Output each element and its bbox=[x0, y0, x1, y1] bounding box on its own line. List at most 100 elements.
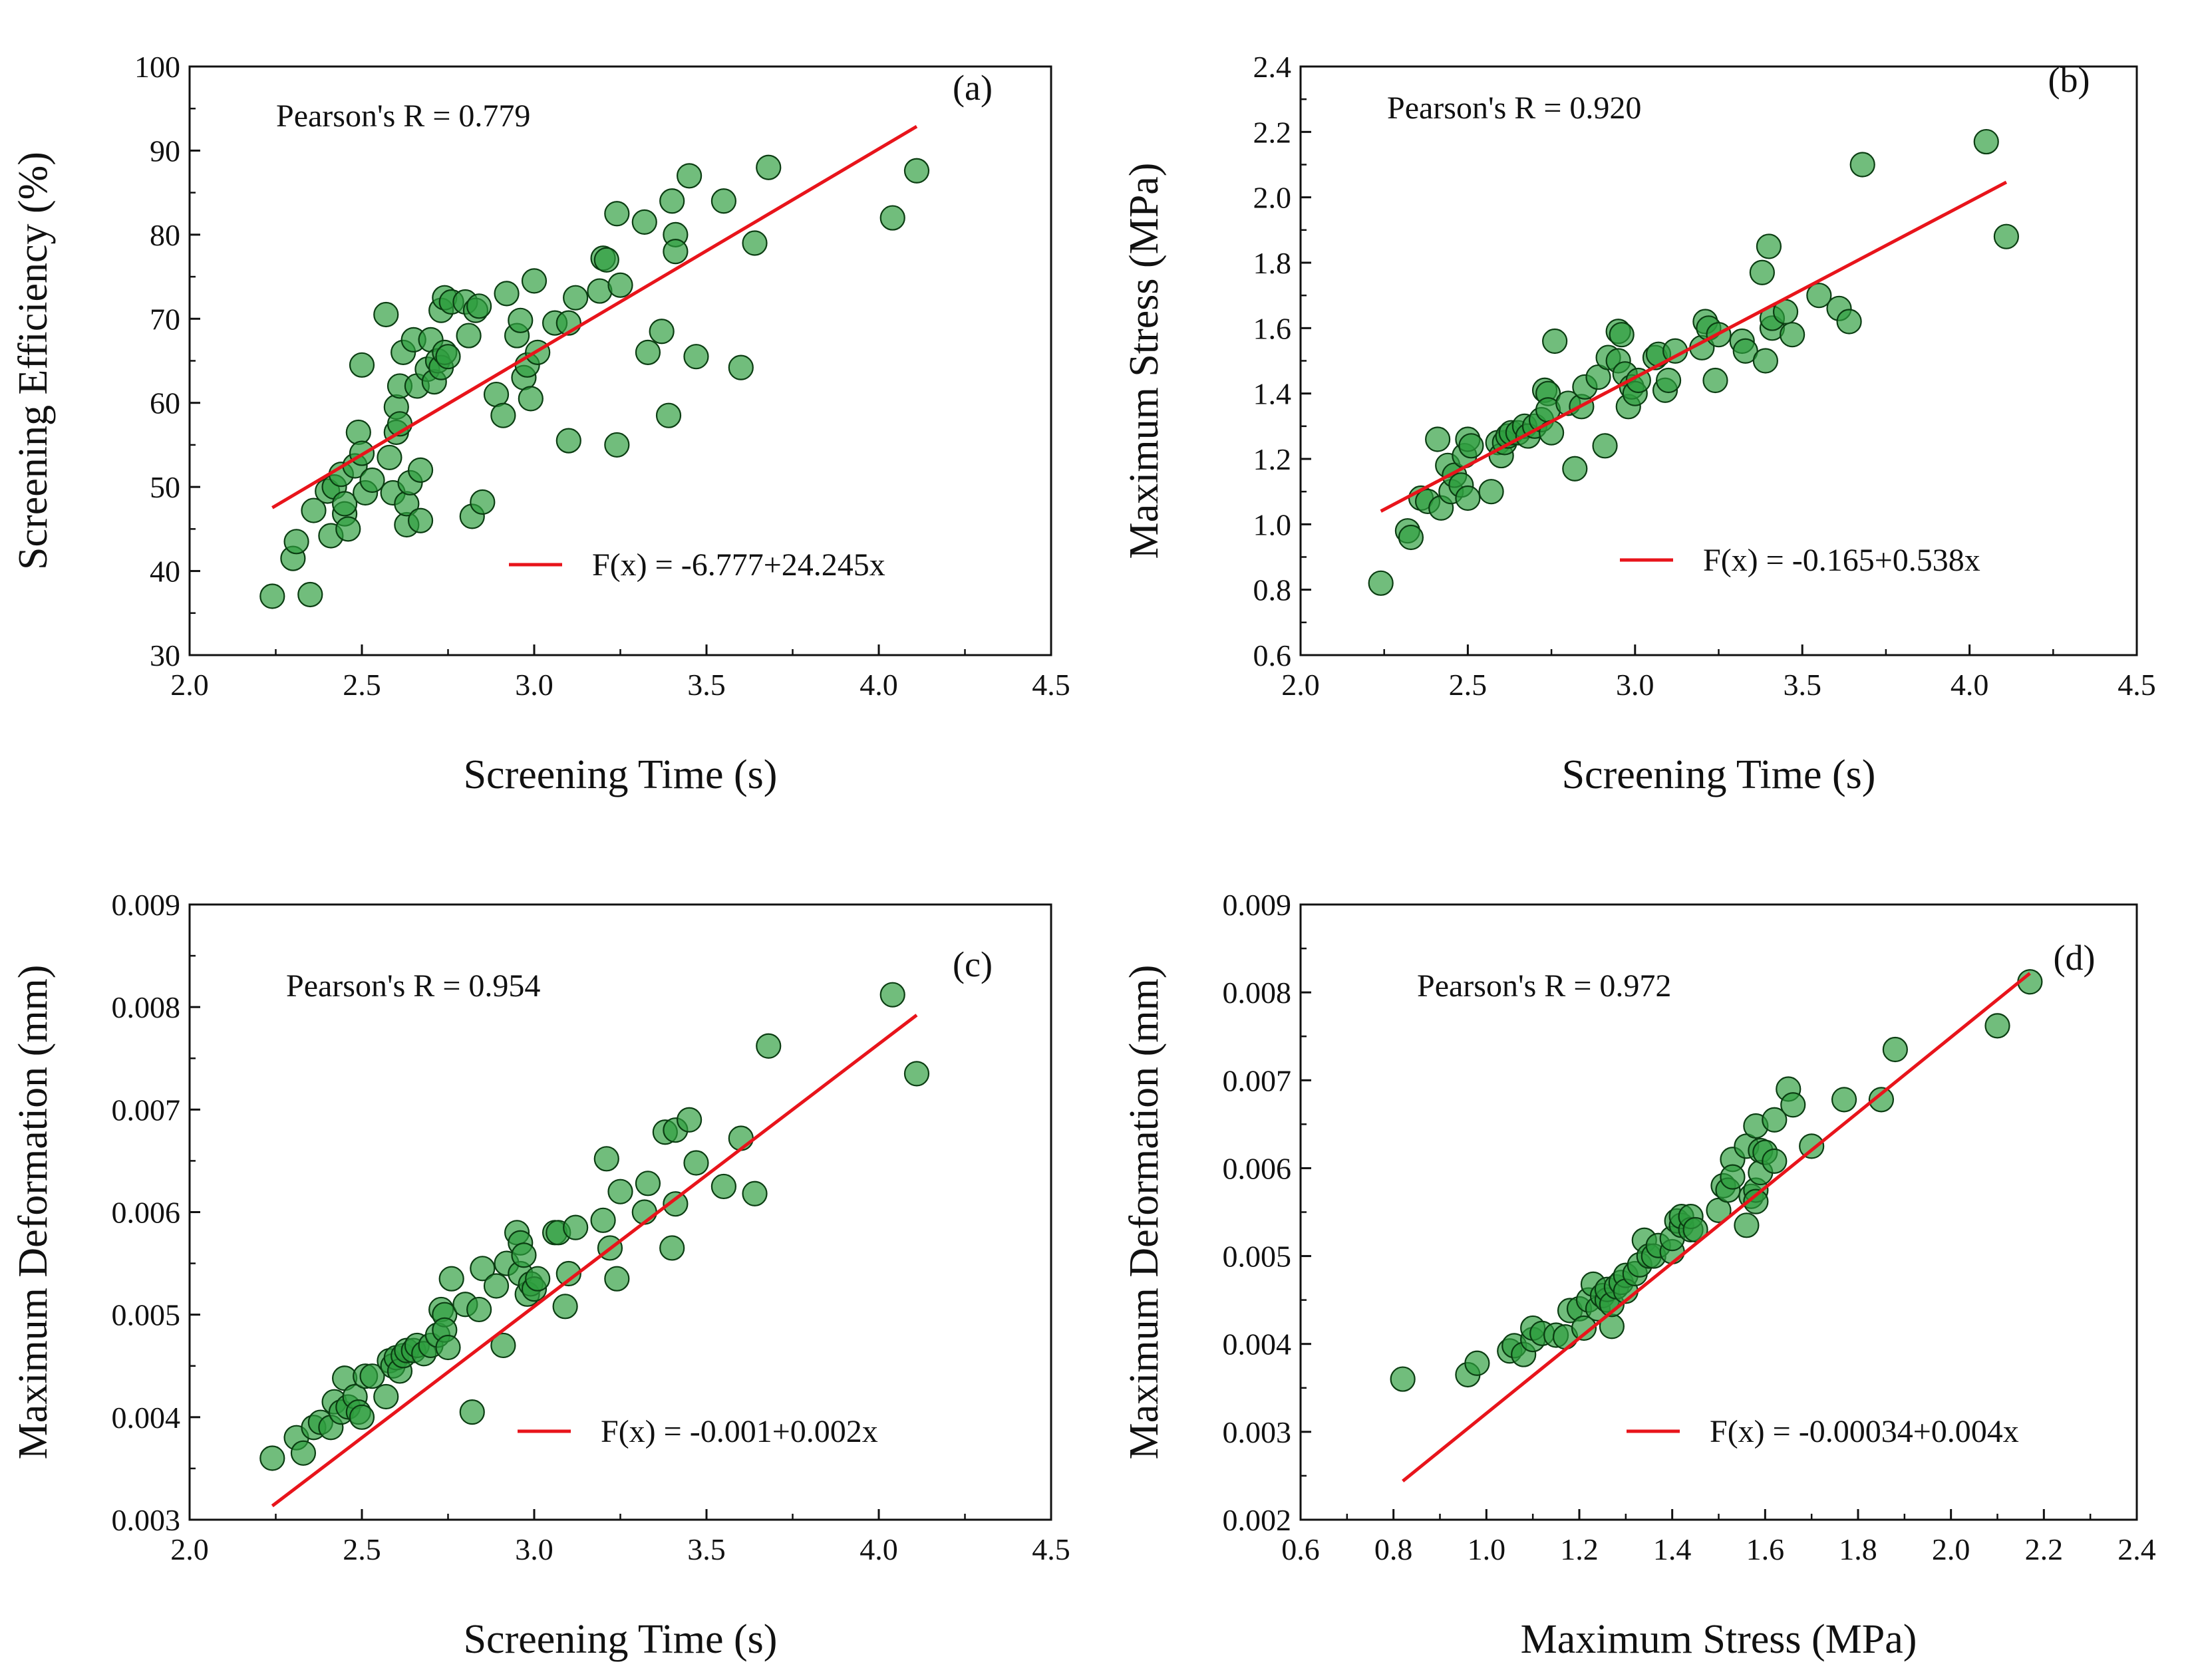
panel-tag: (d) bbox=[2054, 938, 2096, 978]
y-tick-label: 0.6 bbox=[1253, 638, 1292, 672]
panel-tag: (a) bbox=[953, 68, 993, 108]
data-point bbox=[331, 491, 358, 517]
y-tick-label: 0.008 bbox=[112, 990, 181, 1024]
data-point bbox=[710, 1173, 737, 1200]
data-point bbox=[1882, 1036, 1908, 1063]
data-point bbox=[1780, 1092, 1806, 1118]
panel-a: 2.0 2.5 3.0 3.5 4.0 4.5 30 40 50 60 70 80 90 100 Scree… bbox=[11, 50, 1070, 797]
x-tick-label: 1.6 bbox=[1746, 1532, 1785, 1566]
y-axis-title: Screening Efficiency (%) bbox=[11, 152, 56, 570]
data-point bbox=[742, 230, 768, 256]
data-point bbox=[1562, 456, 1588, 482]
data-point bbox=[903, 1061, 930, 1087]
y-tick-label: 60 bbox=[150, 386, 180, 420]
legend-label: F(x) = -0.165+0.538x bbox=[1703, 543, 1980, 578]
data-point bbox=[1398, 524, 1424, 551]
data-point bbox=[377, 444, 402, 470]
pearson-annotation: Pearson's R = 0.972 bbox=[1417, 968, 1671, 1004]
data-point bbox=[1752, 348, 1778, 374]
data-point bbox=[607, 1179, 633, 1204]
data-point bbox=[1455, 485, 1481, 511]
data-point bbox=[373, 1383, 399, 1410]
x-tick-label: 4.0 bbox=[1951, 668, 1989, 702]
y-tick-label: 0.005 bbox=[112, 1298, 181, 1332]
data-point bbox=[1806, 283, 1832, 309]
panel-c: 2.0 2.5 3.0 3.5 4.0 4.5 0.003 0.004 0.005 0.006 0.… bbox=[11, 888, 1070, 1662]
pearson-annotation: Pearson's R = 0.954 bbox=[286, 968, 540, 1004]
data-point bbox=[663, 239, 689, 265]
data-point bbox=[1425, 426, 1451, 452]
x-tick-label: 0.6 bbox=[1281, 1532, 1320, 1566]
y-tick-label: 0.008 bbox=[1223, 976, 1292, 1010]
data-point bbox=[435, 344, 461, 370]
data-point bbox=[349, 352, 375, 378]
y-tick-label: 1.4 bbox=[1253, 377, 1292, 411]
data-point bbox=[301, 497, 327, 523]
data-point bbox=[635, 1171, 661, 1196]
data-point bbox=[756, 1033, 782, 1059]
x-tick-label: 2.5 bbox=[343, 1532, 381, 1566]
data-point bbox=[590, 1207, 616, 1233]
x-tick-label: 2.0 bbox=[1281, 668, 1320, 702]
data-point bbox=[1458, 433, 1484, 459]
pearson-annotation: Pearson's R = 0.920 bbox=[1387, 90, 1641, 126]
data-point bbox=[494, 281, 520, 307]
y-tick-label: 2.4 bbox=[1253, 50, 1292, 84]
y-tick-label: 30 bbox=[150, 638, 180, 672]
data-point bbox=[1720, 1164, 1746, 1190]
data-point bbox=[1655, 367, 1682, 394]
data-point bbox=[1762, 1107, 1788, 1133]
x-tick-label: 4.0 bbox=[860, 668, 898, 702]
y-axis-title: Maximum Deformation (mm) bbox=[11, 965, 56, 1460]
data-point bbox=[683, 1150, 709, 1176]
y-tick-label: 0.006 bbox=[1223, 1151, 1292, 1185]
x-axis-title: Maximum Stress (MPa) bbox=[1521, 1617, 1917, 1662]
y-tick-label: 1.2 bbox=[1253, 442, 1292, 476]
y-tick-label: 2.0 bbox=[1253, 181, 1292, 215]
data-point bbox=[1836, 309, 1862, 335]
data-point bbox=[470, 489, 496, 515]
x-tick-label: 2.5 bbox=[343, 668, 381, 702]
x-tick-label: 3.5 bbox=[687, 1532, 726, 1566]
data-point bbox=[1743, 1189, 1769, 1214]
data-point bbox=[1542, 328, 1568, 354]
legend-label: F(x) = -0.001+0.002x bbox=[601, 1414, 878, 1449]
data-point bbox=[466, 1296, 492, 1323]
fit-line bbox=[271, 1014, 918, 1508]
data-point bbox=[676, 163, 703, 189]
data-point bbox=[1682, 1216, 1708, 1243]
data-point bbox=[1762, 1148, 1788, 1174]
data-point bbox=[1592, 433, 1618, 459]
data-point bbox=[483, 1273, 510, 1299]
data-point bbox=[466, 293, 492, 319]
y-tick-label: 90 bbox=[150, 134, 180, 168]
y-tick-label: 2.2 bbox=[1253, 115, 1292, 149]
x-tick-label: 1.8 bbox=[1839, 1532, 1877, 1566]
data-point bbox=[518, 386, 544, 412]
data-point bbox=[511, 1242, 537, 1268]
data-point bbox=[676, 1107, 703, 1133]
y-tick-label: 80 bbox=[150, 218, 180, 252]
data-point bbox=[649, 319, 675, 345]
y-tick-label: 0.004 bbox=[112, 1401, 181, 1435]
fit-line bbox=[271, 124, 918, 509]
data-point bbox=[490, 1332, 516, 1359]
y-tick-label: 40 bbox=[150, 555, 180, 589]
data-point bbox=[659, 1235, 685, 1261]
x-tick-label: 1.2 bbox=[1560, 1532, 1599, 1566]
data-point bbox=[728, 354, 754, 380]
data-point bbox=[604, 1266, 630, 1292]
legend-label: F(x) = -6.777+24.245x bbox=[592, 547, 885, 583]
y-tick-label: 0.003 bbox=[112, 1503, 181, 1537]
y-tick-label: 0.007 bbox=[112, 1093, 181, 1127]
x-axis-title: Screening Time (s) bbox=[1562, 752, 1876, 797]
x-tick-label: 3.5 bbox=[687, 668, 726, 702]
data-point bbox=[1749, 259, 1775, 285]
data-point bbox=[525, 1266, 551, 1292]
data-point bbox=[593, 1146, 619, 1172]
y-tick-label: 0.8 bbox=[1253, 573, 1292, 607]
x-tick-label: 4.0 bbox=[860, 1532, 898, 1566]
data-point bbox=[1464, 1350, 1490, 1376]
data-point bbox=[359, 1363, 385, 1389]
